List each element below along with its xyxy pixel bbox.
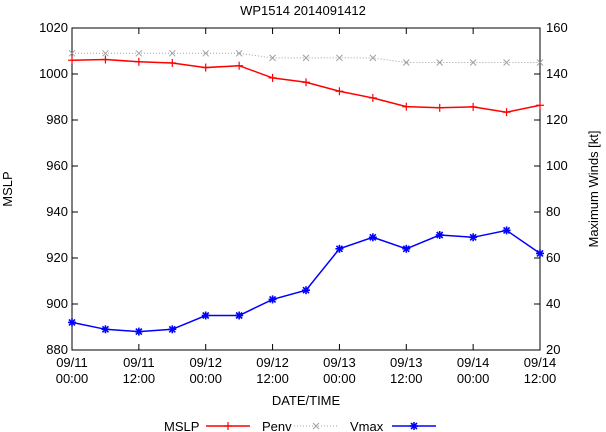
x-axis-label: DATE/TIME	[272, 393, 341, 408]
series-2-point-12	[469, 233, 478, 242]
left-tick-label-0: 880	[46, 342, 68, 357]
series-2-point-7	[302, 286, 310, 295]
x-tick-label-time-1: 12:00	[123, 371, 156, 386]
penv-point-2	[134, 57, 143, 66]
right-tick-label-0: 20	[546, 342, 560, 357]
x-tick-label-1: 09/11	[123, 355, 155, 370]
left-tick-label-7: 1020	[39, 20, 68, 35]
series-2-point-2	[134, 327, 143, 336]
x-tick-label-2: 09/12	[189, 355, 222, 370]
series-2-point-4	[201, 311, 210, 320]
x-tick-label-time-3: 12:00	[256, 371, 289, 386]
legend-marker-penv	[224, 422, 232, 430]
vmax-point-0	[68, 49, 76, 57]
x-tick-label-6: 09/14	[457, 355, 490, 370]
vmax-point-2	[135, 49, 143, 57]
series-2-line	[71, 229, 541, 333]
vmax-point-4	[202, 49, 210, 57]
vmax-point-14	[536, 59, 544, 66]
left-tick-label-4: 960	[46, 158, 68, 173]
vmax-point-10	[402, 59, 410, 66]
penv-point-14	[536, 101, 544, 110]
x-tick-label-time-4: 00:00	[323, 371, 356, 386]
penv-point-9	[368, 93, 377, 102]
legend-marker-vmax	[312, 422, 320, 430]
series-layer	[68, 49, 544, 336]
vmax-point-3	[168, 49, 176, 57]
penv-point-7	[302, 78, 310, 87]
right-axis: 20 40 60 80 100 120 140 160	[534, 20, 568, 357]
penv-point-4	[201, 63, 210, 72]
penv-point-1	[101, 55, 110, 64]
penv-point-5	[235, 61, 244, 70]
penv-point-0	[68, 56, 76, 65]
left-tick-label-1: 900	[46, 296, 68, 311]
legend-label-vmax: Vmax	[350, 419, 384, 432]
y-axis-right-label: Maximum Winds [kt]	[586, 130, 601, 247]
vmax-point-1	[102, 49, 109, 57]
series-2-point-9	[368, 233, 377, 242]
vmax-point-7	[302, 54, 310, 62]
x-tick-label-time-6: 00:00	[457, 371, 490, 386]
x-axis: 09/1100:0009/1112:0009/1200:0009/1212:00…	[56, 28, 557, 386]
left-tick-label-3: 940	[46, 204, 68, 219]
x-tick-label-time-2: 00:00	[189, 371, 222, 386]
right-tick-label-1: 40	[546, 296, 560, 311]
series-2-point-10	[402, 244, 411, 253]
right-tick-label-4: 100	[546, 158, 568, 173]
penv-point-11	[435, 103, 444, 112]
penv-point-6	[268, 73, 277, 82]
vmax-point-8	[336, 54, 343, 62]
series-2-point-3	[168, 325, 177, 334]
right-tick-label-7: 160	[546, 20, 568, 35]
vmax-point-5	[235, 49, 243, 57]
penv-point-12	[469, 102, 478, 111]
x-tick-label-time-0: 00:00	[56, 371, 89, 386]
y-axis-left-label: MSLP	[0, 171, 15, 206]
penv-point-10	[402, 102, 411, 111]
series-2-point-0	[68, 318, 76, 327]
legend-label-penv: Penv	[262, 419, 292, 432]
series-2-point-5	[235, 311, 244, 320]
x-tick-label-4: 09/13	[323, 355, 356, 370]
left-tick-label-2: 920	[46, 250, 68, 265]
chart-title: WP1514 2014091412	[240, 3, 366, 18]
penv-point-3	[168, 58, 177, 67]
plot-frame	[71, 27, 541, 351]
x-tick-label-7: 09/14	[524, 355, 557, 370]
x-tick-label-time-7: 12:00	[524, 371, 557, 386]
left-axis: 880 900 920 940 960 980 1000 1020	[39, 20, 78, 357]
series-2-point-1	[101, 325, 110, 334]
right-tick-label-2: 60	[546, 250, 560, 265]
series-2-point-14	[536, 249, 544, 258]
vmax-point-6	[269, 54, 276, 62]
x-tick-label-5: 09/13	[390, 355, 423, 370]
vmax-point-13	[503, 59, 510, 66]
penv-point-13	[502, 108, 511, 117]
legend: MSLP Penv Vmax	[164, 419, 436, 432]
left-tick-label-5: 980	[46, 112, 68, 127]
vmax-point-12	[469, 59, 477, 66]
series-2-point-8	[335, 244, 344, 253]
x-tick-label-3: 09/12	[256, 355, 289, 370]
vmax-point-11	[436, 59, 444, 66]
legend-marker-series-2	[410, 422, 418, 430]
series-2-point-6	[268, 295, 277, 304]
series-2-point-13	[502, 226, 511, 235]
right-tick-label-6: 140	[546, 66, 568, 81]
vmax-point-9	[369, 54, 377, 62]
legend-label-mslp: MSLP	[164, 419, 199, 432]
series-2-point-11	[435, 231, 444, 239]
x-tick-label-time-5: 12:00	[390, 371, 423, 386]
x-tick-label-0: 09/11	[56, 355, 88, 370]
penv-point-8	[335, 87, 344, 96]
right-tick-label-3: 80	[546, 204, 560, 219]
right-tick-label-5: 120	[546, 112, 568, 127]
left-tick-label-6: 1000	[39, 66, 68, 81]
